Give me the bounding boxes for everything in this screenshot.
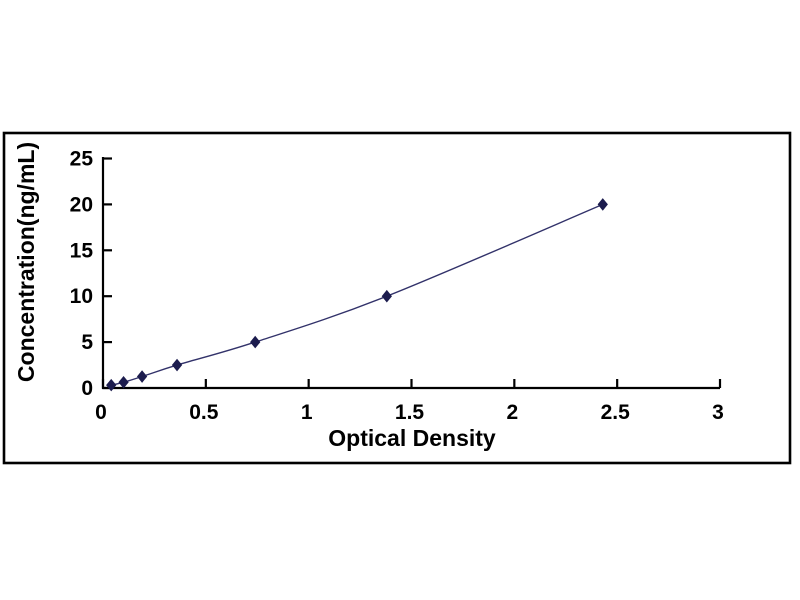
data-point-marker xyxy=(597,198,608,211)
y-axis-ticks: 0 5 10 15 20 25 xyxy=(70,148,112,400)
x-tick-label: 1 xyxy=(301,401,313,424)
data-point-marker xyxy=(136,370,148,383)
y-tick-label: 10 xyxy=(70,285,93,308)
x-tick-label: 2 xyxy=(506,401,518,424)
series-layer xyxy=(106,198,608,392)
data-point-marker xyxy=(171,358,183,372)
x-tick-label: 1.5 xyxy=(395,401,425,424)
data-point-marker xyxy=(106,378,117,392)
y-tick-label: 0 xyxy=(81,377,93,400)
y-axis-title: Concentration(ng/mL) xyxy=(13,142,39,382)
x-tick-label: 3 xyxy=(712,401,724,424)
data-point-marker xyxy=(250,335,261,349)
x-tick-label: 0 xyxy=(95,401,107,424)
x-axis-ticks: 0 0.5 1 1.5 2 2.5 3 xyxy=(95,379,724,424)
x-tick-label: 2.5 xyxy=(601,401,631,424)
data-point-marker xyxy=(118,375,129,389)
data-point-marker xyxy=(381,289,392,303)
y-tick-label: 25 xyxy=(70,148,94,171)
x-tick-label: 0.5 xyxy=(189,401,219,424)
x-axis-title: Optical Density xyxy=(328,425,496,451)
chart-border xyxy=(2,131,792,465)
y-tick-label: 5 xyxy=(81,331,93,354)
y-tick-label: 20 xyxy=(70,193,93,216)
y-tick-label: 15 xyxy=(70,239,94,262)
